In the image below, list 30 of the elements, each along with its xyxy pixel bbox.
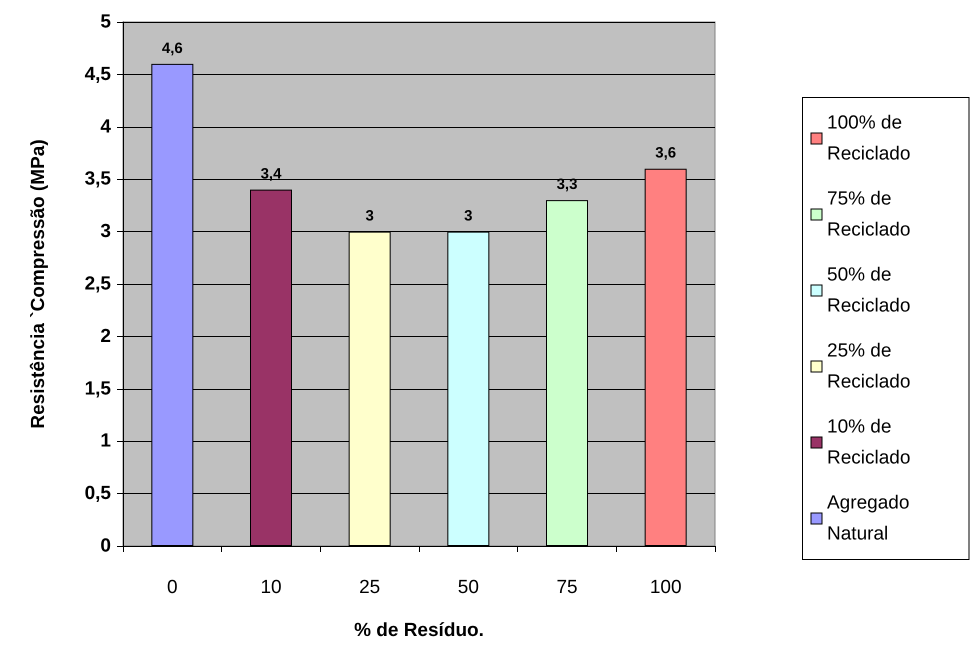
y-tick-label: 1 (100, 430, 112, 452)
y-tick-label: 0,5 (84, 483, 112, 504)
y-tick-label: 3 (100, 221, 111, 242)
y-tick-label: 3,5 (84, 168, 112, 190)
y-axis-title: Resistência `Compressão (MPa) (28, 139, 49, 429)
x-tick-label: 50 (458, 577, 479, 598)
data-label: 3,6 (655, 144, 676, 162)
y-tick-label: 4,5 (84, 64, 112, 85)
y-tick-label: 0 (100, 536, 111, 556)
legend-label: Agregado Natural (827, 492, 915, 544)
x-axis-title: % de Resíduo. (354, 620, 484, 641)
data-label: 3,4 (260, 166, 282, 183)
x-tick-label: 0 (167, 577, 178, 598)
legend-label: 75% de Reciclado (827, 188, 910, 240)
y-tick-label: 2 (100, 326, 111, 347)
legend-label: 10% de Reciclado (827, 416, 910, 468)
x-tick-label: 75 (556, 577, 578, 598)
y-tick-label: 1,5 (84, 378, 112, 400)
y-tick-label: 4 (100, 116, 112, 138)
x-tick-label: 25 (359, 577, 380, 598)
data-label: 3 (464, 208, 473, 225)
legend-label: 100% de Reciclado (827, 112, 910, 164)
legend-label: 50% de Reciclado (827, 264, 910, 316)
y-tick-label: 2,5 (84, 274, 112, 294)
legend-label: 25% de Reciclado (827, 340, 910, 392)
y-tick-label: 5 (100, 12, 112, 32)
data-label: 4,6 (162, 40, 183, 57)
x-tick-label: 10 (260, 577, 282, 598)
data-label: 3 (365, 208, 374, 225)
x-tick-label: 100 (650, 577, 682, 598)
